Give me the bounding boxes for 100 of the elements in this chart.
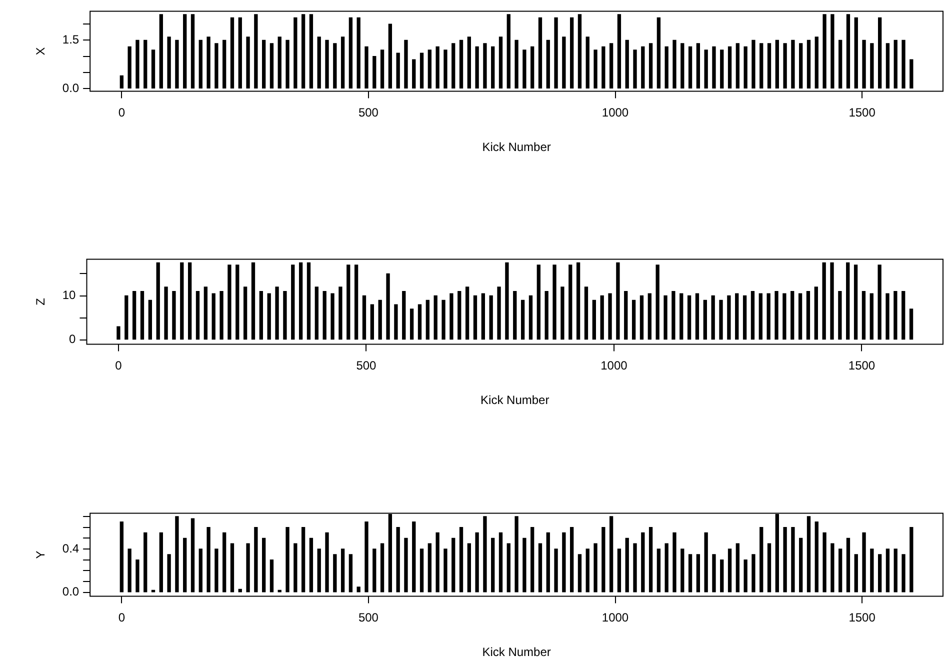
- bar: [475, 46, 479, 88]
- bar: [404, 538, 408, 592]
- bar: [862, 532, 866, 592]
- bar: [340, 36, 345, 88]
- bar: [578, 554, 582, 592]
- bar: [870, 43, 874, 88]
- bar: [783, 526, 787, 592]
- bar: [196, 291, 200, 340]
- bar: [372, 548, 376, 592]
- bar: [570, 526, 574, 592]
- bar: [711, 295, 715, 340]
- bar: [294, 543, 298, 592]
- bar: [491, 46, 495, 88]
- bar: [822, 262, 826, 340]
- bar: [625, 538, 629, 592]
- bar: [270, 43, 274, 88]
- bar: [782, 293, 786, 340]
- x-tick-label: 0: [118, 610, 126, 625]
- bar: [767, 43, 772, 88]
- bar: [204, 286, 208, 340]
- bar: [775, 40, 779, 88]
- bar: [140, 291, 144, 340]
- bar: [136, 560, 140, 592]
- bar: [348, 17, 353, 88]
- bar: [688, 46, 692, 88]
- bar: [544, 291, 548, 340]
- bar: [132, 291, 136, 340]
- bar: [616, 262, 620, 340]
- bar: [136, 40, 140, 88]
- bar: [791, 526, 795, 592]
- bar: [128, 548, 132, 592]
- y-axis-title: Z: [34, 298, 48, 306]
- bar: [727, 295, 731, 340]
- bar: [902, 40, 906, 88]
- bar: [251, 262, 256, 340]
- bar: [298, 262, 303, 340]
- bar: [528, 295, 533, 340]
- bar: [886, 293, 890, 340]
- bar: [514, 516, 518, 592]
- bar: [736, 43, 740, 88]
- bar: [386, 273, 390, 340]
- bar: [198, 40, 202, 88]
- bar: [489, 295, 493, 340]
- bar: [506, 543, 510, 592]
- bar: [744, 560, 748, 592]
- bar: [760, 43, 764, 88]
- bar: [120, 522, 124, 592]
- bar: [259, 291, 263, 340]
- bar: [586, 36, 590, 88]
- bar: [538, 17, 542, 88]
- x-tick-label: 1500: [848, 358, 876, 373]
- bar: [546, 532, 550, 592]
- bar: [491, 538, 495, 592]
- bar: [254, 526, 258, 592]
- bar: [846, 538, 850, 592]
- bar: [198, 548, 202, 592]
- bar: [672, 291, 676, 340]
- bar: [286, 40, 290, 88]
- bar: [656, 548, 661, 592]
- bar: [262, 538, 266, 592]
- bar: [243, 286, 248, 340]
- bar: [617, 14, 622, 88]
- bar: [346, 264, 350, 340]
- bar: [222, 40, 226, 88]
- bar: [301, 526, 306, 592]
- bar: [909, 308, 914, 340]
- bar: [116, 326, 120, 340]
- x-tick-label: 500: [358, 106, 379, 120]
- bar: [246, 543, 250, 592]
- bar: [306, 262, 311, 340]
- bar: [530, 46, 534, 88]
- bar: [735, 293, 739, 340]
- y-tick-label: 0.4: [62, 541, 80, 556]
- bar: [164, 286, 168, 340]
- bar: [206, 526, 210, 592]
- bar: [459, 526, 464, 592]
- bar: [664, 46, 668, 88]
- bar: [688, 554, 692, 592]
- bar: [506, 14, 510, 88]
- bar: [822, 14, 826, 88]
- x-axis-title: Kick Number: [482, 645, 551, 660]
- bar: [799, 43, 803, 88]
- bar: [640, 295, 644, 340]
- bar: [736, 543, 740, 592]
- bar: [814, 36, 818, 88]
- bar: [728, 46, 732, 88]
- bar: [159, 532, 163, 592]
- bar: [262, 40, 266, 88]
- bar: [180, 262, 184, 340]
- bar: [562, 532, 566, 592]
- bar: [712, 554, 716, 592]
- x-tick-label: 0: [118, 106, 126, 120]
- bar: [228, 264, 232, 340]
- bar: [124, 295, 128, 340]
- bar: [483, 43, 487, 88]
- bar: [750, 291, 755, 340]
- bar: [594, 50, 598, 88]
- bar: [380, 543, 384, 592]
- y-tick-label: 10: [62, 288, 76, 302]
- bar: [291, 264, 295, 340]
